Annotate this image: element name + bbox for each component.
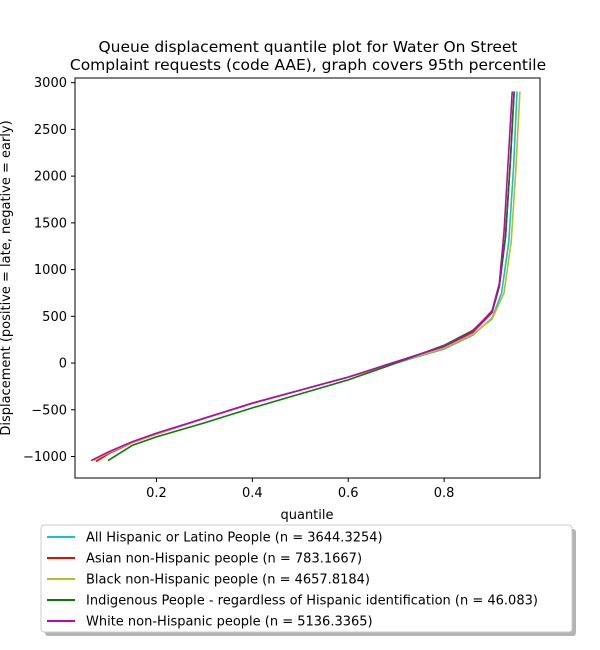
x-tick-label: 0.4	[242, 486, 263, 501]
y-tick-label: 1500	[34, 216, 67, 231]
chart-title-line-1: Queue displacement quantile plot for Wat…	[98, 38, 517, 56]
y-tick-label: 2500	[34, 123, 67, 138]
y-axis-ticks: −1000 −500 0 500 1000 1500 2000 2500 3000	[23, 76, 75, 465]
legend-label-4: Indigenous People - regardless of Hispan…	[86, 594, 538, 609]
y-tick-label: 0	[59, 357, 67, 372]
x-axis-label: quantile	[280, 508, 333, 523]
y-axis-label: Displacement (positive = late, negative …	[0, 120, 14, 435]
series-line-4	[107, 91, 515, 462]
legend-entries: All Hispanic or Latino People (n = 3644.…	[47, 531, 538, 630]
legend-label-2: Asian non-Hispanic people (n = 783.1667)	[86, 552, 362, 567]
legend-label-1: All Hispanic or Latino People (n = 3644.…	[86, 531, 383, 546]
legend-label-3: Black non-Hispanic people (n = 4657.8184…	[86, 573, 370, 588]
series-line-5	[91, 91, 514, 462]
series-line-3	[93, 91, 521, 462]
y-tick-label: 2000	[34, 170, 67, 185]
plot-frame	[74, 77, 541, 479]
y-tick-label: 500	[42, 310, 67, 325]
series-layer	[91, 91, 521, 463]
legend-label-5: White non-Hispanic people (n = 5136.3365…	[86, 615, 373, 630]
y-tick-label: 1000	[34, 263, 67, 278]
y-tick-label: 3000	[34, 76, 67, 91]
legend-box	[40, 524, 573, 633]
y-tick-label: −1000	[23, 450, 67, 465]
series-line-1	[93, 91, 518, 462]
series-line-2	[95, 91, 515, 463]
x-tick-label: 0.6	[338, 486, 359, 501]
x-tick-label: 0.2	[146, 486, 167, 501]
chart-title-line-2: Complaint requests (code AAE), graph cov…	[70, 56, 546, 74]
legend: All Hispanic or Latino People (n = 3644.…	[40, 524, 576, 636]
y-tick-label: −500	[31, 403, 67, 418]
x-tick-label: 0.8	[434, 486, 455, 501]
x-axis-ticks: 0.2 0.4 0.6 0.8	[146, 478, 454, 501]
